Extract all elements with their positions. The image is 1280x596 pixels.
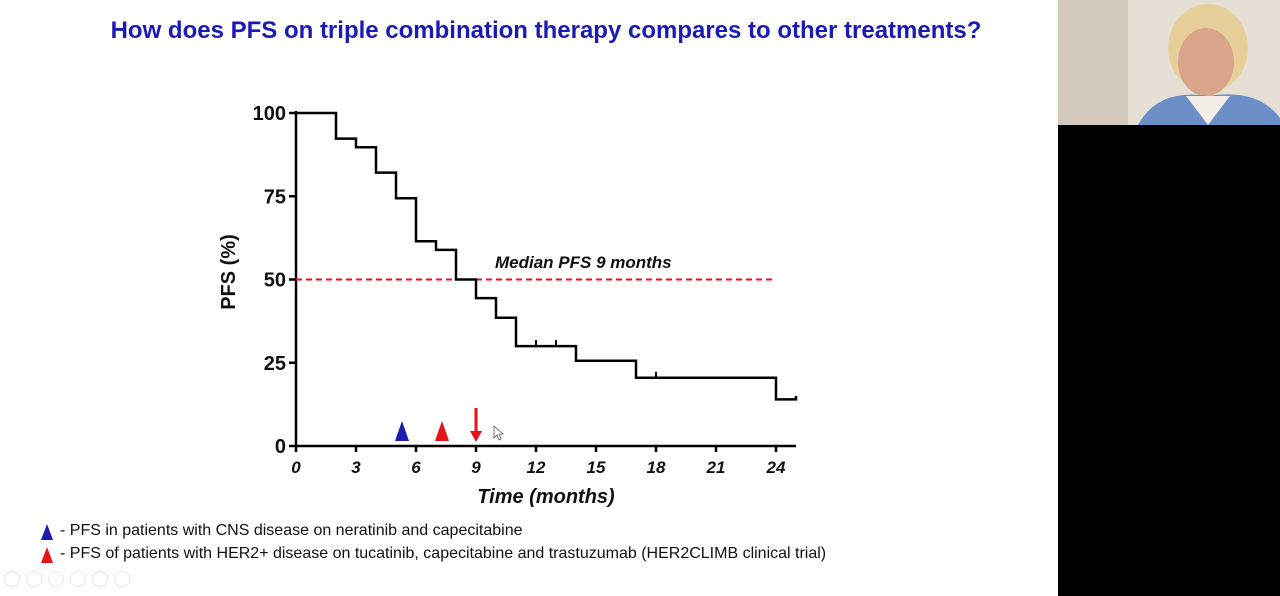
x-tick-label: 9 bbox=[471, 458, 481, 477]
marker-layer bbox=[395, 408, 482, 442]
km-chart: 0 25 50 75 100 0 3 6 9 12 15 18 21 24 Median PFS 9 mo… bbox=[218, 103, 798, 508]
presenter-video bbox=[1058, 0, 1280, 125]
x-tick-label: 18 bbox=[647, 458, 666, 477]
presenter-silhouette bbox=[1058, 0, 1280, 125]
reference-line-label: Median PFS 9 months bbox=[495, 253, 672, 272]
red-triangle-icon bbox=[41, 547, 53, 563]
pen-icon[interactable] bbox=[48, 571, 64, 587]
blue-triangle-icon bbox=[41, 524, 53, 540]
y-tick-label: 0 bbox=[275, 436, 286, 458]
x-tick-label: 21 bbox=[706, 458, 726, 477]
y-tick-label: 50 bbox=[264, 270, 286, 292]
next-slide-icon[interactable] bbox=[26, 571, 42, 587]
more-options-icon[interactable] bbox=[114, 571, 130, 587]
webcam-panel bbox=[1058, 0, 1280, 596]
x-tick-label: 0 bbox=[291, 458, 301, 477]
y-tick-label: 100 bbox=[253, 103, 286, 125]
triangle-marker bbox=[435, 421, 449, 441]
y-axis-label: PFS (%) bbox=[218, 234, 240, 310]
x-tick-label: 24 bbox=[766, 458, 786, 477]
x-tick-label: 6 bbox=[411, 458, 421, 477]
slide-area: How does PFS on triple combination thera… bbox=[4, 17, 982, 588]
mouse-cursor-icon bbox=[493, 425, 505, 441]
curve-layer bbox=[296, 111, 798, 401]
slides-icon[interactable] bbox=[92, 571, 108, 587]
chart-axes: 0 25 50 75 100 0 3 6 9 12 15 18 21 24 bbox=[253, 103, 796, 477]
x-tick-label: 15 bbox=[587, 458, 606, 477]
survival-curve bbox=[296, 111, 798, 401]
y-tick-label: 25 bbox=[264, 353, 286, 375]
legend-text: - PFS of patients with HER2+ disease on … bbox=[60, 545, 827, 562]
x-axis-label: Time (months) bbox=[477, 486, 615, 508]
y-tick-label: 75 bbox=[264, 186, 286, 208]
x-tick-label: 3 bbox=[351, 458, 361, 477]
triangle-marker bbox=[395, 421, 409, 441]
presentation-toolbar[interactable] bbox=[4, 570, 184, 588]
slide-title: How does PFS on triple combination thera… bbox=[110, 17, 982, 44]
zoom-icon[interactable] bbox=[70, 571, 86, 587]
arrow-marker-head bbox=[470, 431, 482, 442]
legend-text: - PFS in patients with CNS disease on ne… bbox=[60, 522, 523, 539]
prev-slide-icon[interactable] bbox=[4, 571, 20, 587]
x-tick-label: 12 bbox=[527, 458, 546, 477]
